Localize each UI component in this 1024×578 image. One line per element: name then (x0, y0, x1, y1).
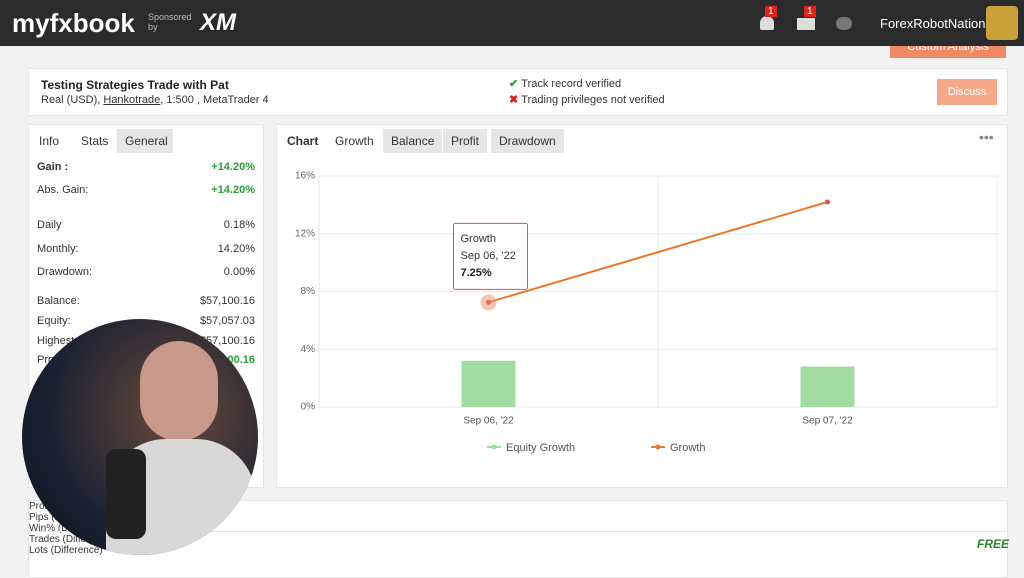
legend-dot (491, 444, 497, 450)
not-verified: ✖ Trading privileges not verified (509, 94, 665, 106)
stat-row: Abs. Gain: +14.20% (37, 184, 255, 196)
top-button-wrap: Custom Analysis (890, 46, 1006, 58)
verified: ✔ Track record verified (509, 78, 622, 90)
hover-halo (480, 294, 497, 311)
stat-row: Drawdown: 0.00% (37, 266, 255, 278)
stat-row: Gain : +14.20% (37, 161, 255, 173)
table-header: Lots (Difference) (29, 545, 103, 556)
tab[interactable]: Info (39, 134, 60, 148)
tooltip-title: Growth (461, 233, 496, 245)
y-tick-label: 16% (295, 171, 315, 182)
stat-label: Daily (37, 219, 62, 231)
chart: 0% 4% 8% 12% 16% Sep 06, '22 Sep 07, '22 Growth… (295, 171, 998, 454)
top-bar: myfxbook Sponsored by XM 1 1 ForexRobotN… (0, 0, 1024, 46)
point (825, 199, 830, 205)
badge: 1 (765, 6, 777, 17)
broker-link[interactable]: Hankotrade (103, 94, 161, 106)
stat-label: Gain : (37, 161, 69, 173)
chart-tab[interactable]: Balance (383, 129, 443, 153)
webcam-overlay (22, 319, 258, 555)
badge: 1 (804, 6, 816, 17)
stat-label: Abs. Gain: (37, 184, 89, 196)
y-tick-label: 8% (301, 286, 316, 297)
bar (461, 360, 516, 407)
sponsor-brand[interactable]: XM (200, 9, 236, 36)
account-details: Real (USD), Hankotrade, 1:500 , MetaTrad… (41, 94, 269, 106)
tooltip: Growth Sep 06, '22 7.25% (453, 222, 528, 290)
stat-label: Balance: (37, 295, 80, 307)
logo[interactable]: myfxbook (12, 8, 135, 38)
microphone (106, 449, 146, 539)
stat-value: 0.18% (223, 219, 255, 231)
chart-tab[interactable]: Growth (335, 134, 374, 148)
divider (29, 531, 1007, 532)
y-tick-label: 4% (301, 344, 316, 355)
alerts-icon[interactable] (760, 16, 774, 30)
chart-tab[interactable]: Chart (287, 134, 319, 148)
tooltip-box (453, 222, 528, 290)
watermark: FREE (977, 537, 1010, 551)
discuss-button[interactable]: Discuss (937, 79, 997, 105)
messages-icon[interactable] (797, 18, 815, 30)
chart-tab[interactable]: Drawdown (491, 129, 564, 153)
stat-value: 0.00% (223, 266, 255, 278)
avatar[interactable] (986, 6, 1018, 40)
stat-row: Equity: $57,057.03 (37, 315, 255, 327)
chart-panel: 0% 4% 8% 12% 16% Sep 06, '22 Sep 07, '22 Growth… (276, 124, 1008, 488)
sponsor: Sponsored by (148, 12, 192, 32)
account-title: Testing Strategies Trade with Pat (41, 78, 229, 92)
tab[interactable]: Stats (81, 134, 109, 148)
stat-value: 14.20% (217, 243, 255, 255)
x-tick-label: Sep 06, '22 (463, 416, 514, 427)
legend-label: Equity Growth (506, 442, 575, 454)
stat-value: +14.20% (211, 161, 255, 173)
details: Real (USD), (41, 94, 104, 106)
chart-tab[interactable]: Profit (443, 129, 488, 153)
table-header: Trades (Difference) (29, 534, 115, 545)
stat-value: +14.20% (211, 184, 255, 196)
username[interactable]: ForexRobotNation (880, 16, 986, 31)
y-tick-label: 12% (295, 228, 315, 239)
x-tick-label: Sep 07, '22 (802, 416, 853, 427)
face (140, 341, 218, 441)
details: , 1:500 , MetaTrader 4 (160, 94, 269, 106)
stat-row: Balance: $57,100.16 (37, 295, 255, 307)
stat-value: $57,057.03 (199, 315, 255, 327)
stat-label: Drawdown: (37, 266, 93, 278)
bar (800, 366, 855, 407)
tooltip-date: Sep 06, '22 (461, 250, 516, 262)
line (488, 201, 828, 304)
not-verified-text: Trading privileges not verified (521, 94, 665, 106)
tab[interactable]: General (117, 129, 173, 153)
stat-label: Equity: (37, 315, 71, 327)
legend-dot (655, 444, 661, 450)
stat-row: Daily 0.18% (37, 219, 255, 231)
tooltip-value: 7.25% (461, 267, 492, 279)
verified-text: Track record verified (521, 78, 622, 90)
custom-analysis-button[interactable]: Custom Analysis (890, 46, 1006, 58)
more-menu[interactable]: ••• (979, 129, 994, 145)
stat-row: Monthly: 14.20% (37, 243, 255, 255)
account-panel: Testing Strategies Trade with Pat Real (… (28, 68, 1008, 116)
legend-label: Growth (670, 442, 705, 454)
stat-value: $57,100.16 (199, 295, 255, 307)
y-tick-label: 0% (301, 402, 316, 413)
stat-label: Monthly: (37, 243, 79, 255)
chat-icon[interactable] (836, 17, 852, 30)
